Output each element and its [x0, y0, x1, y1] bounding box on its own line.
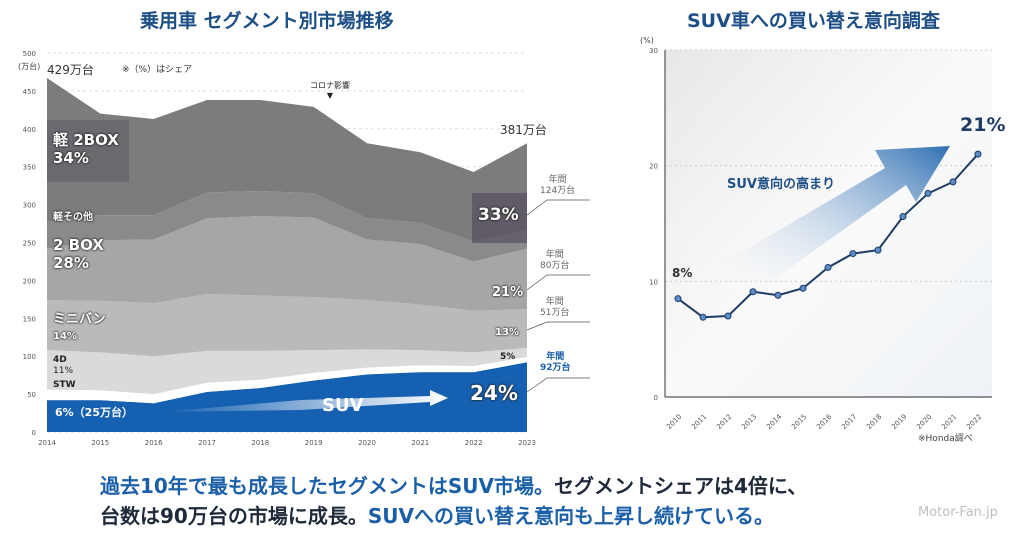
x-tick-label: 2015: [790, 413, 808, 431]
data-point: [799, 284, 807, 292]
x-tick-label: 2018: [865, 413, 883, 431]
footer-line-1: 過去10年で最も成長したセグメントはSUV市場。セグメントシェアは4倍に、: [100, 474, 808, 498]
x-tick-label: 2010: [665, 413, 683, 431]
x-tick-label: 2023: [518, 439, 536, 447]
end-label: 21%: [960, 114, 1006, 136]
suv-arrow: [160, 390, 448, 412]
area-ミニバン: [47, 294, 527, 357]
4d-label: 4D 11%: [53, 355, 74, 376]
data-point: [849, 250, 857, 258]
x-tick-label: 2011: [690, 413, 708, 431]
annual-kei: 年間 124万台: [540, 175, 576, 196]
suv-2014-label: 6%（25万台）: [55, 406, 133, 419]
2box-label: 2 BOX 28%: [53, 236, 104, 272]
area-軽その他: [47, 190, 527, 262]
suv-arrow-label: SUV: [322, 395, 364, 416]
x-tick-label: 2018: [251, 439, 269, 447]
x-tick-label: 2019: [890, 413, 908, 431]
y-tick-label: 400: [23, 126, 36, 134]
x-tick-label: 2013: [740, 413, 758, 431]
area-2BOX: [47, 215, 527, 311]
share-2023-suv: 24%: [470, 381, 518, 405]
y-tick-label: 250: [23, 240, 36, 248]
total-2014-label: 429万台: [47, 63, 94, 77]
annual-minivan: 年間 51万台: [540, 297, 570, 318]
trend-annotation: SUV意向の高まり: [727, 177, 835, 192]
x-tick-label: 2015: [91, 439, 109, 447]
left-chart-title: 乗用車 セグメント別市場推移: [140, 10, 394, 32]
x-tick-label: 2017: [840, 413, 858, 431]
data-point: [774, 291, 782, 299]
x-tick-label: 2021: [940, 413, 958, 431]
annual-2box: 年間 80万台: [540, 250, 570, 271]
data-point: [924, 189, 932, 197]
y-tick-label: 200: [23, 277, 36, 285]
y-tick-label: 20: [649, 163, 658, 171]
y-tick-label: 450: [23, 88, 36, 96]
footer-line-2: 台数は90万台の市場に成長。SUVへの買い替え意向も上昇し続けている。: [100, 504, 774, 528]
leader-line: [526, 377, 590, 393]
annual-suv: 年間 92万台: [540, 352, 571, 373]
y-tick-label: 300: [23, 202, 36, 210]
x-tick-label: 2022: [465, 439, 483, 447]
y-tick-label: 350: [23, 164, 36, 172]
total-2023-label: 381万台: [500, 123, 547, 137]
area-軽2BOX: [47, 78, 527, 242]
y-tick-label: 500: [23, 50, 36, 58]
keiother-label: 軽その他: [53, 212, 93, 223]
x-tick-label: 2019: [305, 439, 323, 447]
x-tick-label: 2020: [358, 439, 376, 447]
area-4D: [47, 347, 527, 395]
x-tick-label: 2021: [411, 439, 429, 447]
share-2023-4d: 5%: [500, 352, 516, 362]
share-note: ※（%）はシェア: [122, 65, 193, 75]
y-tick-label: 150: [23, 315, 36, 323]
right-y-unit: (%): [640, 36, 654, 45]
x-tick-label: 2017: [198, 439, 216, 447]
y-tick-label: 30: [649, 47, 658, 55]
x-tick-label: 2012: [715, 413, 733, 431]
data-point: [749, 288, 757, 296]
stw-label: STW: [53, 380, 76, 390]
x-tick-label: 2020: [915, 413, 933, 431]
data-point: [874, 246, 882, 254]
x-tick-label: 2016: [145, 439, 163, 447]
data-point: [724, 312, 732, 320]
y-tick-label: 0: [32, 429, 36, 437]
left-y-unit: (万台): [18, 62, 41, 71]
data-point: [824, 263, 832, 271]
share-2023-minivan: 13%: [495, 327, 519, 338]
leader-line: [526, 199, 590, 216]
data-point: [949, 178, 957, 186]
kei2box-label: 軽 2BOX 34%: [53, 131, 119, 167]
area-SUV: [47, 362, 527, 432]
y-tick-label: 0: [654, 394, 658, 402]
y-tick-label: 50: [27, 391, 36, 399]
area-STW: [47, 356, 527, 404]
minivan-label: ミニバン 14%: [53, 312, 106, 342]
data-point: [974, 150, 982, 158]
share-2023-2box: 21%: [492, 285, 524, 300]
source-note: ※Honda調べ: [918, 434, 973, 444]
data-point: [674, 295, 682, 303]
start-label: 8%: [672, 266, 693, 280]
leader-line: [526, 321, 590, 331]
right-chart-title: SUV車への買い替え意向調査: [687, 10, 940, 32]
watermark-logo: Motor-Fan.jp: [918, 505, 998, 520]
leader-line: [526, 274, 590, 291]
data-point: [899, 213, 907, 221]
x-tick-label: 2016: [815, 412, 834, 431]
x-tick-label: 2022: [965, 413, 983, 431]
x-tick-label: 2014: [765, 412, 784, 431]
x-tick-label: 2014: [38, 439, 56, 447]
corona-annotation: コロナ影響 ▼: [310, 81, 350, 100]
data-point: [699, 313, 707, 321]
trend-arrow: [725, 146, 950, 300]
share-2023-kei: 33%: [478, 205, 519, 225]
y-tick-label: 10: [649, 278, 658, 286]
y-tick-label: 100: [23, 353, 36, 361]
